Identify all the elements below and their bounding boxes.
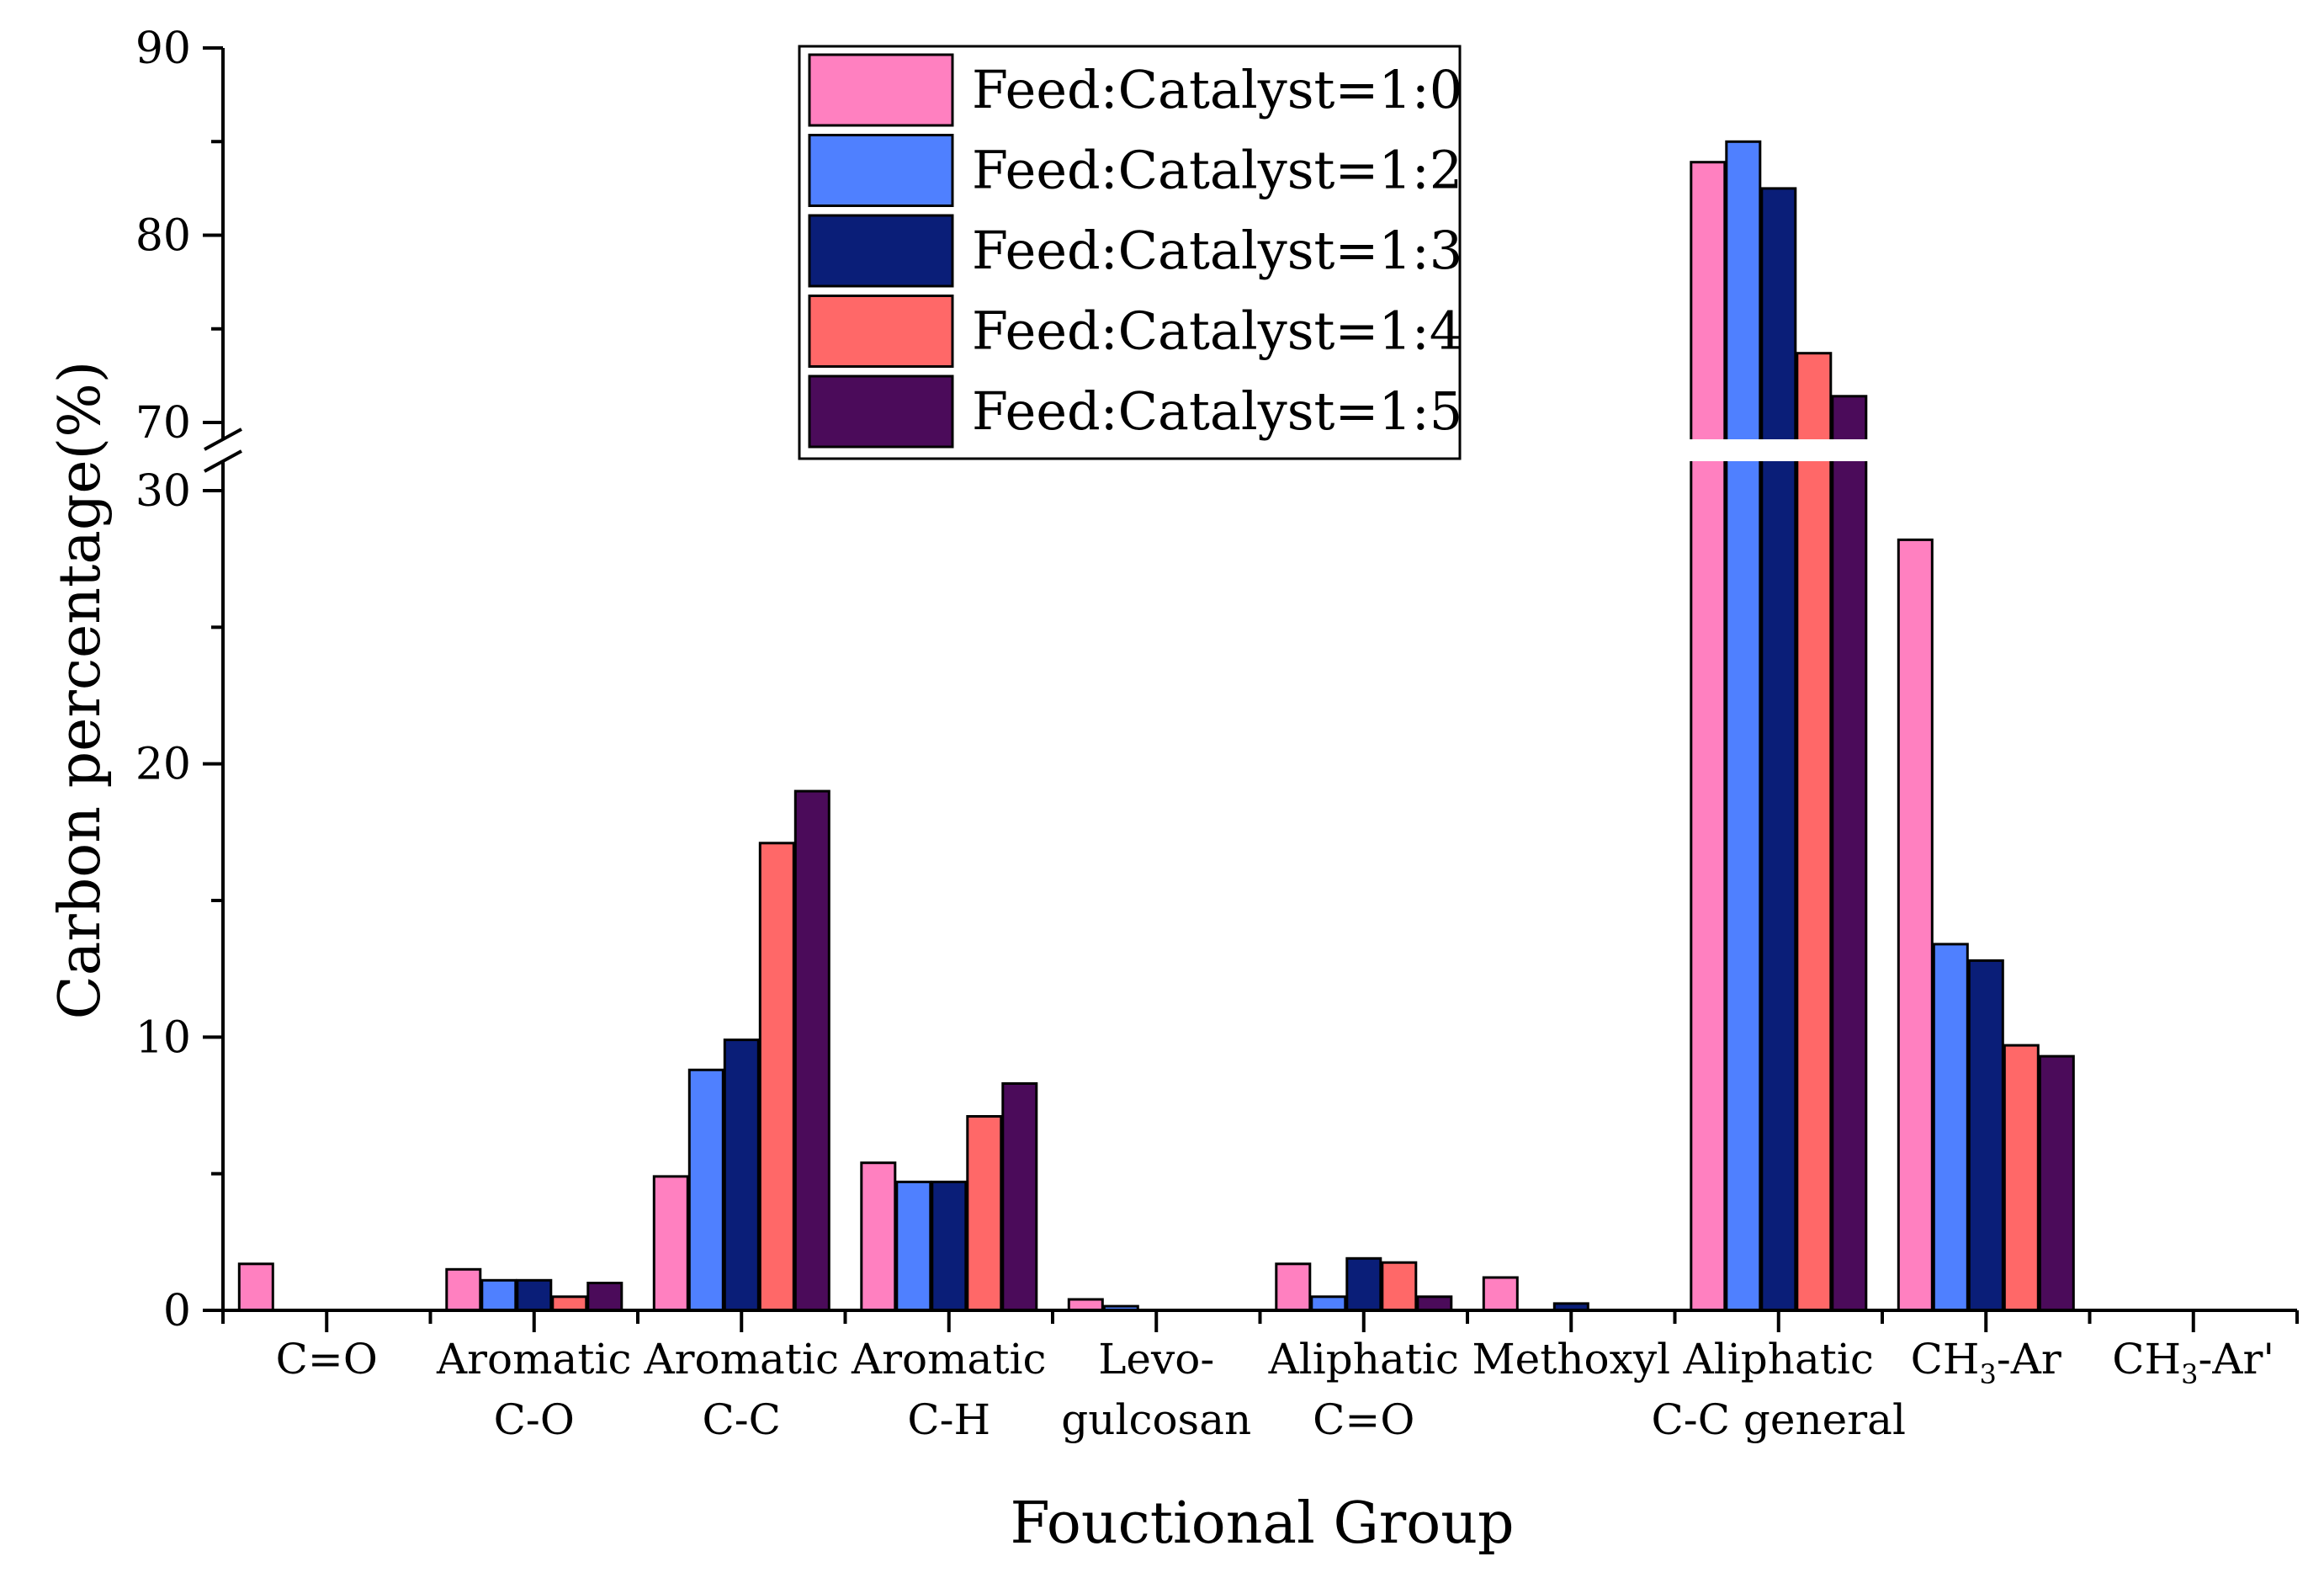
bar — [860, 1161, 897, 1312]
x-tick-label: C-C general — [1652, 1395, 1906, 1444]
bar — [758, 842, 795, 1312]
legend-swatch — [808, 53, 954, 127]
bar — [687, 1068, 724, 1312]
y-tick-label: 90 — [135, 24, 191, 74]
bar — [1796, 352, 1833, 1312]
bar — [793, 789, 830, 1312]
y-tick-label: 20 — [135, 740, 191, 790]
bar — [966, 1115, 1003, 1312]
bar — [723, 1039, 760, 1312]
x-tick-label: C=O — [1313, 1395, 1414, 1444]
bar — [1275, 1262, 1312, 1312]
axes-layer — [203, 46, 2299, 1332]
bar — [586, 1282, 623, 1312]
x-tick-label: Methoxyl — [1472, 1335, 1670, 1384]
bar — [445, 1267, 482, 1312]
legend-swatch — [808, 134, 954, 207]
x-tick-label: Levo- — [1098, 1335, 1214, 1384]
bar — [1690, 161, 1727, 1312]
bar — [1416, 1295, 1453, 1312]
x-tick-label: CH3-Ar' — [2112, 1335, 2274, 1390]
axis-break-mark — [204, 449, 242, 473]
x-tick-label: Aromatic — [851, 1335, 1046, 1384]
bar — [237, 1262, 274, 1312]
bar — [1831, 395, 1868, 1312]
x-axis-title: Fouctional Group — [1010, 1490, 1514, 1557]
bar — [1760, 187, 1797, 1312]
x-tick-label: C=O — [276, 1335, 378, 1384]
legend-swatch — [808, 295, 954, 368]
bar — [2038, 1054, 2075, 1312]
x-tick-label: C-C — [703, 1395, 781, 1444]
legend: Feed:Catalyst=1:0 Feed:Catalyst=1:2 Feed:C… — [798, 45, 1462, 460]
bar — [1310, 1295, 1347, 1312]
legend-label: Feed:Catalyst=1:2 — [972, 140, 1462, 201]
x-tick-label: Aliphatic — [1683, 1335, 1874, 1384]
bar — [1345, 1256, 1382, 1312]
labels-layer: 0 10 20 30 70 80 90 C=O Aromatic C-O Aromatic C-C Ar… — [135, 24, 2274, 1444]
y-tick-label: 70 — [135, 398, 191, 449]
bar — [480, 1278, 517, 1312]
bar — [1725, 140, 1762, 1312]
x-tick-label: gulcosan — [1061, 1395, 1251, 1444]
bar — [1897, 538, 1934, 1312]
legend-label: Feed:Catalyst=1:0 — [972, 59, 1462, 120]
x-tick-label: C-O — [494, 1395, 575, 1444]
bar — [1482, 1276, 1519, 1312]
x-tick-label: Aliphatic — [1268, 1335, 1459, 1384]
y-axis-title: Carbon percentage(%) — [47, 361, 114, 1020]
legend-label: Feed:Catalyst=1:4 — [972, 300, 1462, 362]
y-tick-label: 30 — [135, 466, 191, 517]
bar — [1967, 959, 2004, 1312]
bar — [1932, 943, 1969, 1312]
bar — [931, 1180, 968, 1312]
x-tick-label: C-H — [907, 1395, 990, 1444]
bar — [551, 1295, 588, 1312]
y-tick-label: 10 — [135, 1012, 191, 1063]
legend-swatch — [808, 375, 954, 449]
y-tick-label: 80 — [135, 211, 191, 262]
legend-label: Feed:Catalyst=1:5 — [972, 380, 1462, 442]
legend-label: Feed:Catalyst=1:3 — [972, 220, 1462, 281]
y-tick-label: 0 — [163, 1286, 191, 1336]
x-tick-label: CH3-Ar — [1911, 1335, 2061, 1390]
bar — [516, 1278, 553, 1312]
legend-swatch — [808, 214, 954, 288]
bar — [1001, 1082, 1038, 1312]
bar — [2003, 1044, 2040, 1312]
bar — [652, 1175, 689, 1312]
bar — [1381, 1261, 1418, 1312]
bar — [895, 1180, 932, 1312]
x-tick-label: Aromatic — [644, 1335, 839, 1384]
x-tick-label: Aromatic — [436, 1335, 631, 1384]
axis-break-mark — [204, 428, 242, 451]
